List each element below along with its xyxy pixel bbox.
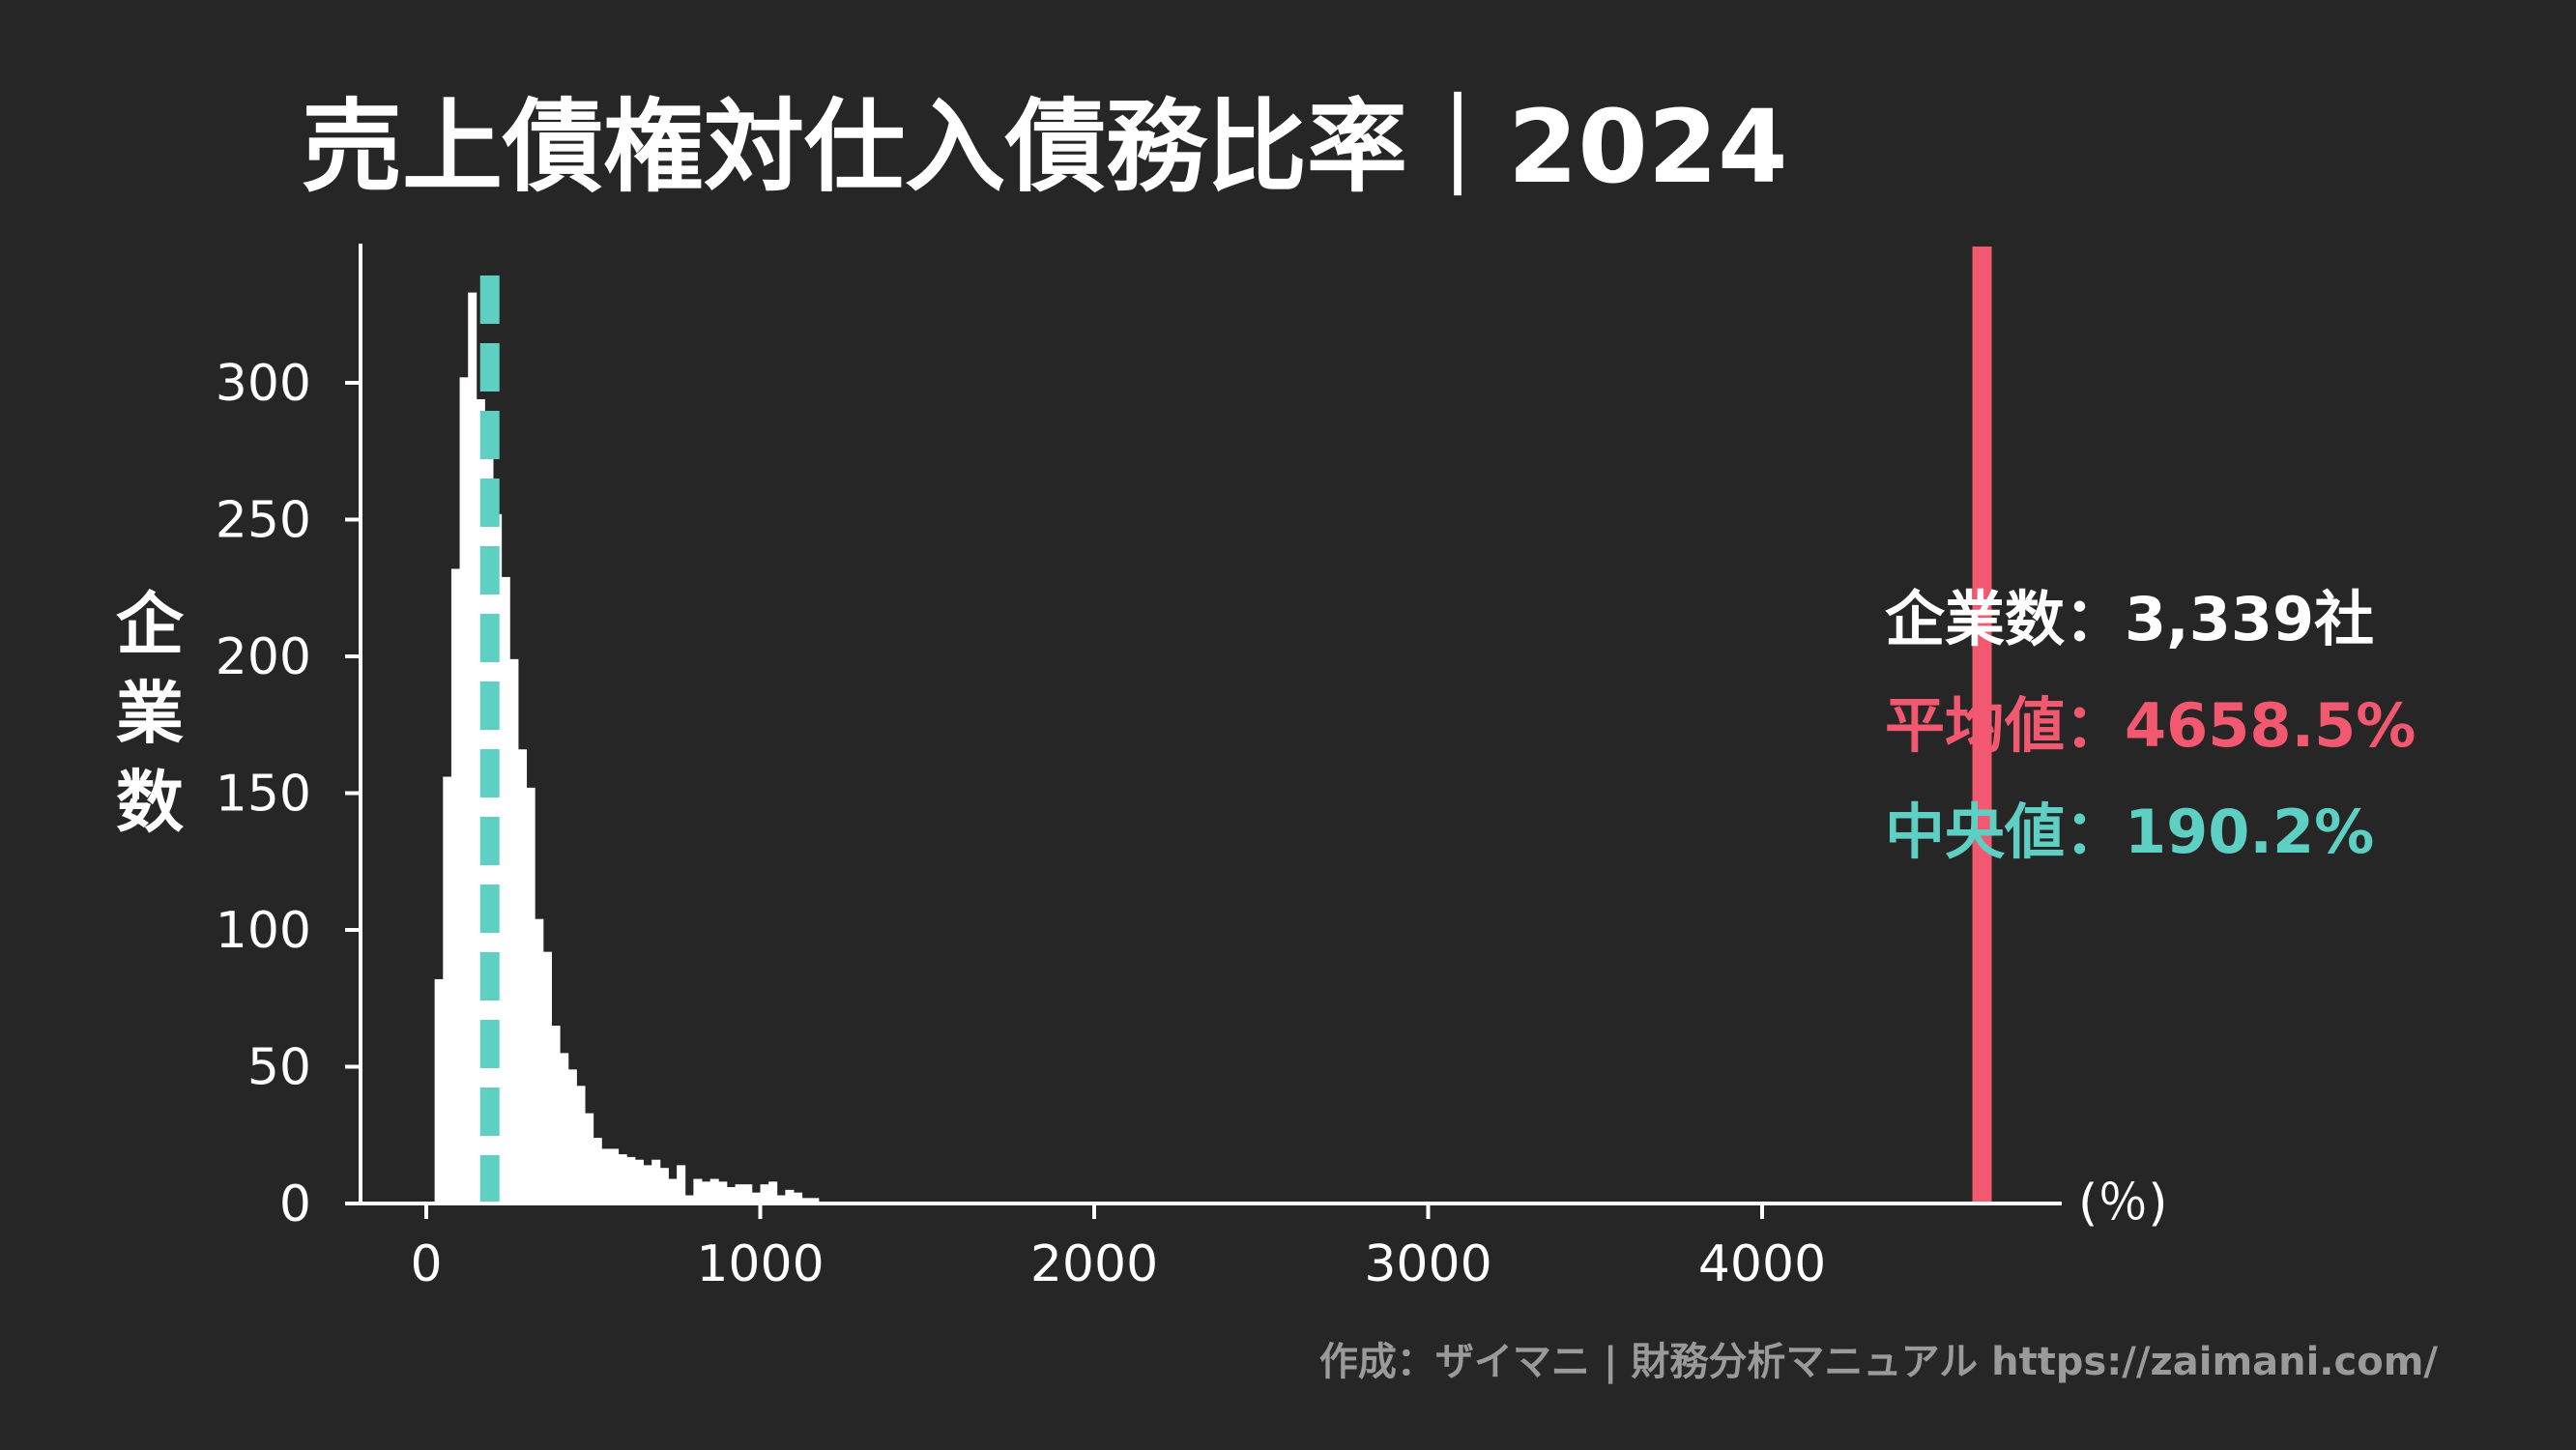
median-value: 190.2% <box>2125 797 2374 867</box>
y-axis-label: 企業数 <box>116 585 185 842</box>
y-axis-label-char: 業 <box>116 674 184 753</box>
median-stat: 中央値：190.2% <box>1885 797 2374 867</box>
mean-stat: 平均値：4658.5% <box>1885 690 2416 761</box>
company-count-value: 3,339社 <box>2125 584 2374 654</box>
histogram-bar <box>810 1198 820 1204</box>
histogram-bar <box>785 1189 795 1204</box>
histogram-bar <box>618 1154 627 1204</box>
y-tick-label: 300 <box>216 355 311 413</box>
histogram-bar <box>794 1192 803 1204</box>
histogram-bar <box>450 568 460 1204</box>
histogram-bar <box>801 1198 811 1204</box>
histogram-bar <box>718 1181 728 1204</box>
y-axis-label-char: 企 <box>116 585 185 664</box>
x-tick-label: 3000 <box>1364 1235 1491 1293</box>
histogram-bar <box>459 377 469 1204</box>
y-axis-label-char: 数 <box>116 763 184 842</box>
histogram-bar <box>693 1178 703 1204</box>
histogram-bar <box>643 1165 652 1204</box>
histogram-bar <box>509 658 519 1204</box>
histogram-bar <box>468 292 478 1204</box>
y-tick-label: 100 <box>216 902 311 960</box>
histogram-bar <box>684 1195 694 1204</box>
histogram-bar <box>476 398 485 1204</box>
x-tick-label: 1000 <box>696 1235 824 1293</box>
y-tick-label: 250 <box>216 492 311 550</box>
y-tick-label: 0 <box>279 1175 311 1233</box>
histogram-bar <box>601 1148 611 1204</box>
credit-text: 作成：ザイマニ | 財務分析マニュアル https://zaimani.com/ <box>1319 1340 2438 1385</box>
histogram-bar <box>776 1195 786 1204</box>
company-count-label: 企業数： <box>1885 584 2125 654</box>
histogram-bar <box>743 1184 753 1204</box>
reference-lines <box>479 246 1992 1204</box>
histogram-bar <box>443 776 452 1204</box>
histogram-bar <box>677 1165 686 1204</box>
histogram-bar <box>535 918 544 1204</box>
histogram-bar <box>726 1187 736 1204</box>
histogram-bar <box>576 1086 586 1204</box>
y-tick-label: 200 <box>216 628 311 686</box>
histogram-bar <box>760 1184 769 1204</box>
chart-title: 売上債権対仕入債務比率｜2024 <box>302 88 1787 206</box>
histogram-bar <box>634 1159 644 1204</box>
histogram-bar <box>735 1184 744 1204</box>
histogram-bar <box>768 1181 778 1204</box>
x-tick-label: 2000 <box>1030 1235 1158 1293</box>
x-tick-label: 4000 <box>1698 1235 1826 1293</box>
histogram-bar <box>659 1168 669 1204</box>
histogram-bar <box>551 1026 561 1204</box>
histogram-bar <box>501 576 510 1204</box>
mean-value: 4658.5% <box>2125 690 2416 761</box>
mean-label: 平均値： <box>1885 690 2125 761</box>
y-tick-label: 150 <box>216 766 311 824</box>
histogram-bar <box>751 1192 761 1204</box>
histogram-bar <box>668 1178 678 1204</box>
histogram-bar <box>518 749 528 1204</box>
ticks: 0 1000 2000 3000 4000 0 50 100 150 200 250 300 <box>216 355 1826 1293</box>
y-tick-label: 50 <box>247 1039 311 1097</box>
histogram-bar <box>702 1181 711 1204</box>
histogram-bar <box>651 1159 661 1204</box>
histogram-bar <box>560 1053 569 1204</box>
x-axis-unit-label: (％) <box>2078 1174 2168 1232</box>
histogram-bar <box>567 1069 577 1204</box>
company-count-stat: 企業数：3,339社 <box>1885 584 2374 654</box>
histogram-bar <box>709 1178 719 1204</box>
histogram-bar <box>593 1138 602 1204</box>
histogram-bar <box>434 978 444 1204</box>
histogram-bar <box>526 787 535 1204</box>
axes <box>359 244 2062 1205</box>
histogram-bar <box>626 1156 636 1204</box>
median-label: 中央値： <box>1885 797 2125 867</box>
histogram-bar <box>610 1148 620 1204</box>
x-tick-label: 0 <box>410 1235 442 1293</box>
histogram-bar <box>585 1113 594 1204</box>
histogram-bar <box>542 951 552 1204</box>
